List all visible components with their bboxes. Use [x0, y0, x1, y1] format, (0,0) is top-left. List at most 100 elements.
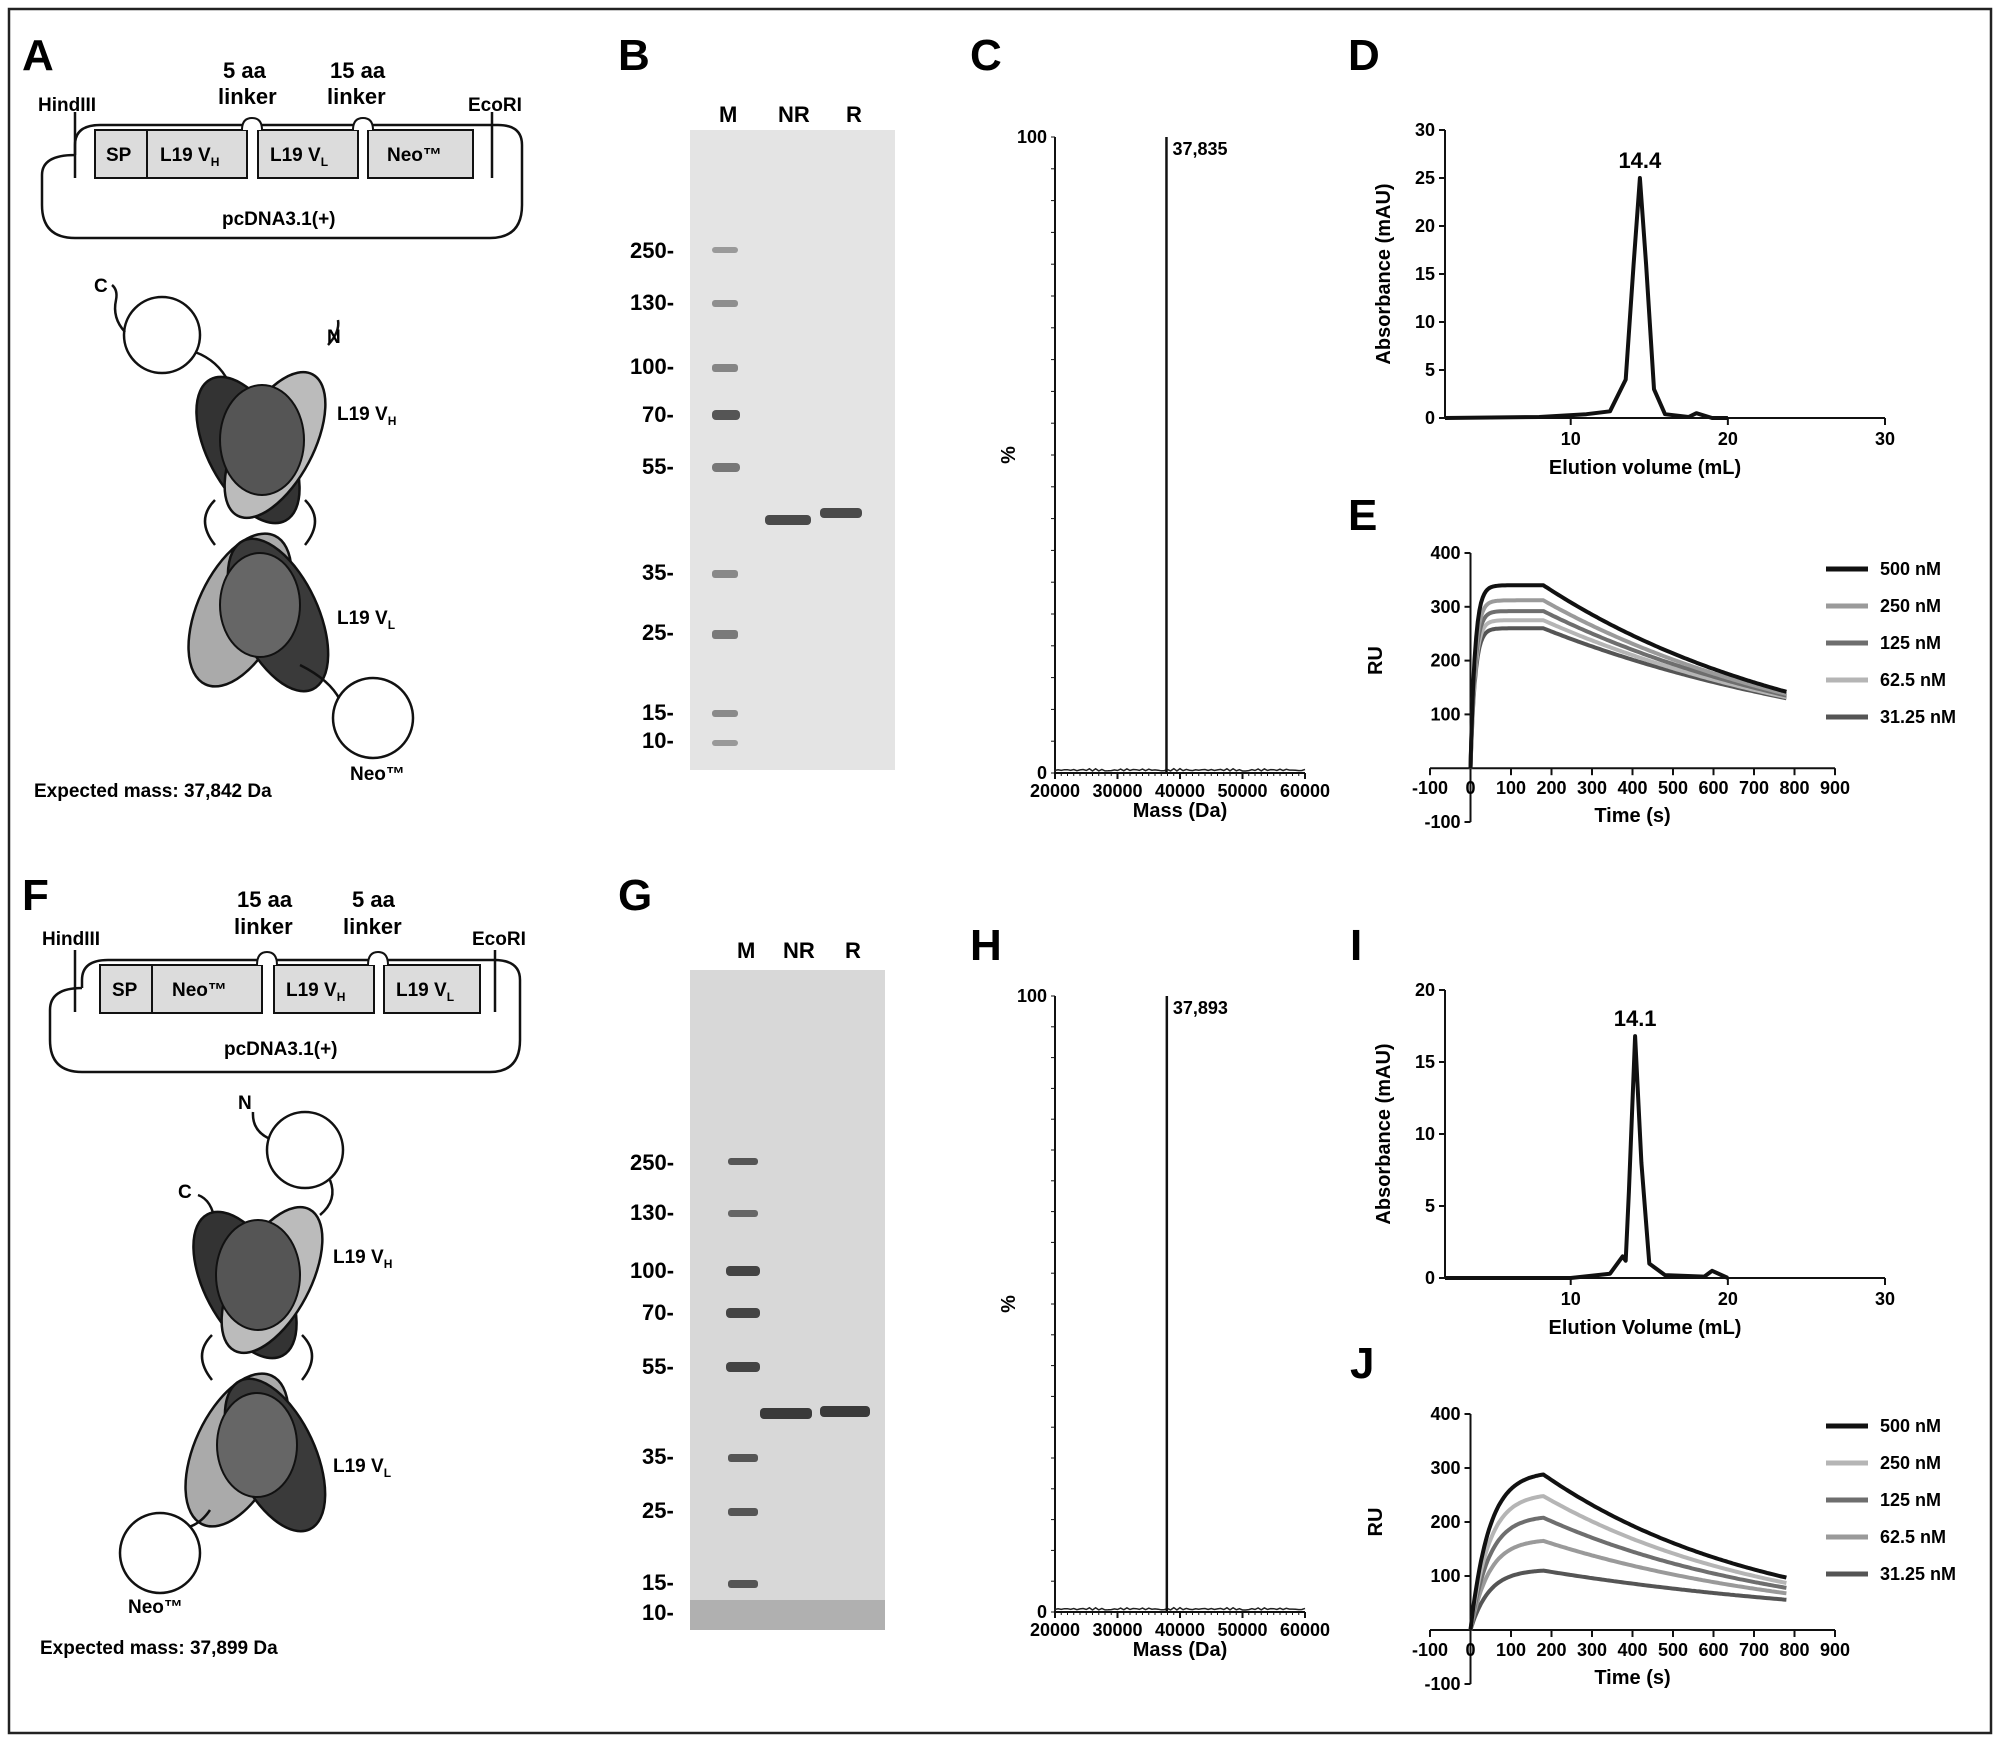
box-label-sp-f: SP — [112, 980, 138, 1001]
svg-text:L19 VH: L19 VH — [337, 404, 396, 428]
x-tick-label-E: 400 — [1617, 778, 1647, 798]
svg-text:L19 VL: L19 VL — [337, 608, 395, 632]
panel-label-c: C — [970, 31, 1002, 80]
linker2-line1-a: 15 aa — [330, 58, 386, 83]
linker1-line2-a: linker — [218, 84, 277, 109]
marker-35-g: 35- — [642, 1444, 674, 1469]
x-tick-label-E: 800 — [1779, 778, 1809, 798]
x-tick-label-H: 20000 — [1030, 1620, 1080, 1640]
x-axis-title-I: Elution Volume (mL) — [1549, 1317, 1742, 1339]
marker-250-g: 250- — [630, 1150, 674, 1175]
hindiii-label-a: HindIII — [38, 95, 96, 116]
lane-nr-g: NR — [783, 938, 815, 963]
linker2-line2-f: linker — [343, 914, 402, 939]
y-tick-label-E: 100 — [1430, 704, 1460, 724]
vh-label-f: L19 V — [333, 1247, 384, 1268]
box-label-vl-a: L19 V — [270, 145, 321, 166]
legend-label-J-1: 250 nM — [1880, 1453, 1941, 1473]
neo-label-f: Neo™ — [128, 1597, 183, 1618]
neo-label-a: Neo™ — [350, 764, 405, 785]
linker2-line2-a: linker — [327, 84, 386, 109]
marker-15-g: 15- — [642, 1570, 674, 1595]
y-axis-title-C: % — [998, 446, 1020, 464]
y-tick-label-J: 300 — [1430, 1458, 1460, 1478]
x-tick-label-C: 60000 — [1280, 781, 1330, 801]
legend-label-J-4: 31.25 nM — [1880, 1564, 1956, 1584]
lane-r-b: R — [846, 102, 862, 127]
marker-250-b: 250- — [630, 238, 674, 263]
y-axis-title-D: Absorbance (mAU) — [1373, 183, 1395, 364]
peak-label-D: 14.4 — [1618, 148, 1662, 173]
svg-text:L19 VL: L19 VL — [396, 980, 454, 1004]
y-tick-label-D: 25 — [1415, 168, 1435, 188]
gel-g — [690, 970, 885, 1630]
x-tick-label-D: 10 — [1561, 429, 1581, 449]
marker-100-b: 100- — [630, 354, 674, 379]
y-tick-label-J: 400 — [1430, 1404, 1460, 1424]
marker-70-b: 70- — [642, 402, 674, 427]
y-tick-label-E: 300 — [1430, 597, 1460, 617]
plasmid-name-a: pcDNA3.1(+) — [222, 209, 336, 230]
plasmid-outline-f — [48, 958, 522, 1074]
y-tick-label-E: 200 — [1430, 651, 1460, 671]
sensorgram-E-4 — [1468, 626, 1787, 769]
linker1-line1-a: 5 aa — [223, 58, 267, 83]
marker-100-g: 100- — [630, 1258, 674, 1283]
x-tick-label-H: 60000 — [1280, 1620, 1330, 1640]
box-sub-vh-f: H — [337, 990, 346, 1004]
svg-text:L19 VH: L19 VH — [286, 980, 345, 1004]
cassette-box-vh-a — [146, 129, 248, 179]
y-tick-label-I: 0 — [1425, 1268, 1435, 1288]
vh-sub-a: H — [388, 414, 397, 428]
panel-label-d: D — [1348, 31, 1380, 80]
x-tick-label-E: 200 — [1536, 778, 1566, 798]
x-tick-label-I: 30 — [1875, 1289, 1895, 1309]
y-tick-label-I: 15 — [1415, 1052, 1435, 1072]
y-tick-label-C: 0 — [1037, 763, 1047, 783]
marker-ladder-b: 250- 130- 100- 70- 55- 35- 25- 15- 10- — [630, 238, 740, 753]
expected-mass-f: Expected mass: 37,899 Da — [40, 1638, 278, 1659]
cassette-box-vl-a — [257, 129, 359, 179]
sensorgram-J-3 — [1468, 1538, 1787, 1631]
x-tick-label-J: 700 — [1739, 1640, 1769, 1660]
lane-nr-b: NR — [778, 102, 810, 127]
y-tick-label-I: 20 — [1415, 980, 1435, 1000]
svg-text:L19 VH: L19 VH — [160, 145, 219, 169]
x-axis-title-J: Time (s) — [1594, 1667, 1670, 1689]
sensorgram-J-4 — [1468, 1568, 1787, 1631]
sensorgram-E-0 — [1468, 583, 1787, 769]
figure-border — [7, 7, 1993, 1735]
plasmid-outline-a — [40, 123, 524, 240]
peak-label-I: 14.1 — [1614, 1006, 1657, 1031]
y-tick-label-D: 30 — [1415, 120, 1435, 140]
box-sub-vh-a: H — [211, 155, 220, 169]
x-tick-label-E: -100 — [1412, 778, 1448, 798]
panel-c: C 0 100 20000 30000 40000 50000 60000 Mass (Da)… — [970, 31, 1330, 822]
x-tick-label-H: 40000 — [1155, 1620, 1205, 1640]
y-axis-title-H: % — [998, 1295, 1020, 1313]
svg-text:L19 VL: L19 VL — [333, 1456, 391, 1480]
linker2-line1-f: 5 aa — [352, 887, 396, 912]
x-tick-label-C: 30000 — [1092, 781, 1142, 801]
lane-r-g: R — [845, 938, 861, 963]
marker-15-b: 15- — [642, 700, 674, 725]
x-tick-label-E: 500 — [1658, 778, 1688, 798]
y-axis-title-E: RU — [1365, 646, 1387, 675]
legend-label-E-3: 62.5 nM — [1880, 670, 1946, 690]
panel-label-j: J — [1350, 1339, 1374, 1388]
x-tick-label-J: 500 — [1658, 1640, 1688, 1660]
x-tick-label-E: 700 — [1739, 778, 1769, 798]
gel-b — [690, 130, 895, 770]
legend-label-J-0: 500 nM — [1880, 1416, 1941, 1436]
y-axis-title-I: Absorbance (mAU) — [1373, 1043, 1395, 1224]
panel-f: F HindIII EcoRI SP Neo™ L19 VH L19 VL 15… — [22, 871, 526, 1659]
y-tick-label-J: 100 — [1430, 1566, 1460, 1586]
marker-ladder-g: 250- 130- 100- 70- 55- 35- 25- 15- 10- — [630, 1150, 760, 1625]
x-tick-label-E: 300 — [1577, 778, 1607, 798]
marker-25-b: 25- — [642, 620, 674, 645]
y-tick-label-H: 100 — [1017, 986, 1047, 1006]
marker-55-g: 55- — [642, 1354, 674, 1379]
box-sub-vl-a: L — [321, 155, 328, 169]
